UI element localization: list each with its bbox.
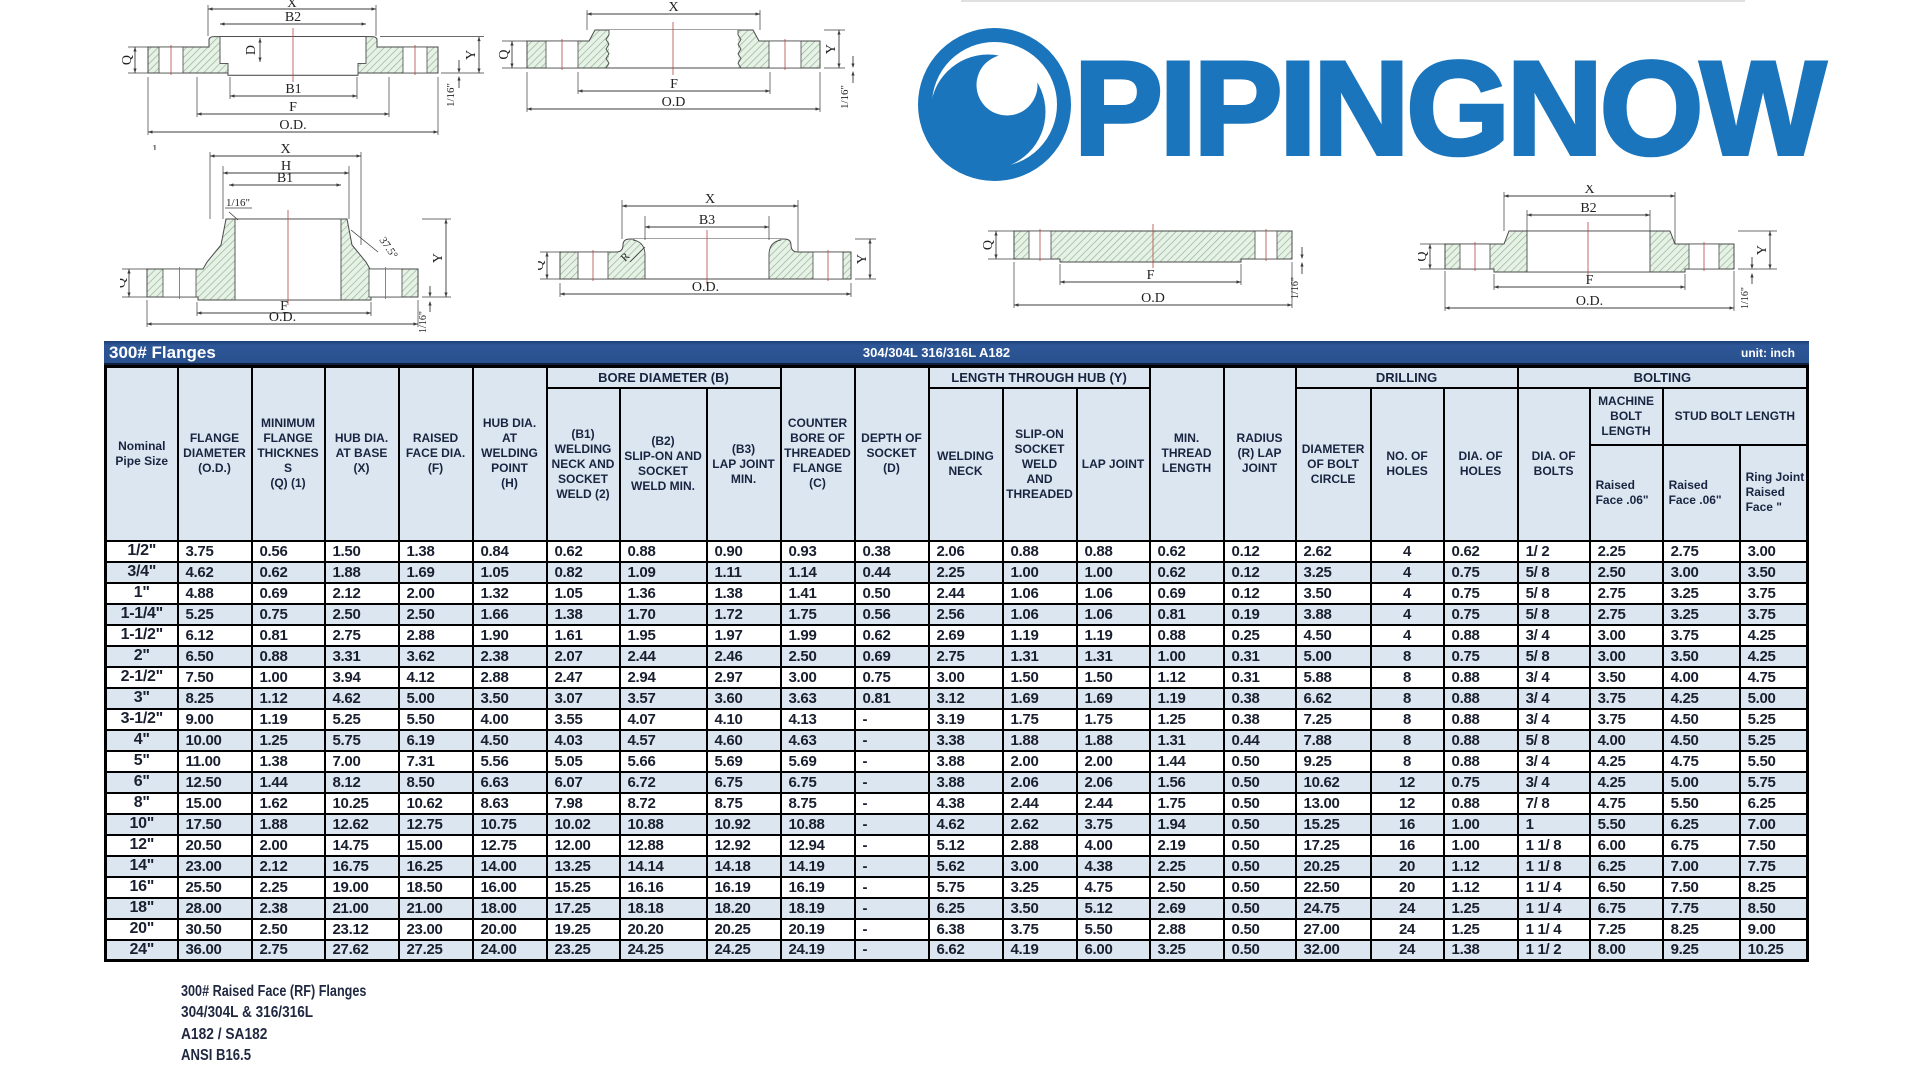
svg-text:D: D — [244, 45, 259, 55]
svg-text:Q: Q — [1418, 251, 1430, 261]
svg-text:1/16": 1/16" — [418, 311, 429, 333]
svg-text:1/16": 1/16" — [839, 85, 851, 109]
svg-text:O.D.: O.D. — [279, 118, 306, 133]
svg-text:O.D: O.D — [1141, 291, 1165, 306]
svg-text:X: X — [280, 142, 290, 157]
svg-text:37.5°: 37.5° — [377, 235, 400, 261]
svg-text:1/16": 1/16" — [1290, 277, 1301, 299]
svg-text:B1: B1 — [277, 171, 293, 186]
svg-text:X: X — [287, 0, 297, 10]
svg-text:B2: B2 — [285, 10, 301, 25]
svg-text:Y: Y — [855, 254, 870, 264]
svg-text:F: F — [1586, 273, 1594, 288]
svg-text:B2: B2 — [1580, 201, 1596, 216]
svg-text:X: X — [705, 192, 715, 207]
svg-text:1: 1 — [152, 143, 158, 150]
svg-text:Q: Q — [538, 260, 547, 270]
svg-text:1/16": 1/16" — [445, 83, 457, 107]
svg-text:Q: Q — [981, 240, 996, 250]
svg-text:F: F — [289, 100, 297, 115]
svg-text:Q: Q — [120, 55, 135, 65]
svg-text:Y: Y — [1755, 245, 1770, 255]
svg-text:F: F — [670, 77, 678, 92]
svg-text:O.D.: O.D. — [1576, 294, 1603, 309]
svg-text:X: X — [668, 0, 678, 15]
svg-text:Y: Y — [824, 44, 839, 54]
svg-text:1/16": 1/16" — [1740, 287, 1751, 309]
svg-text:Q: Q — [497, 49, 512, 59]
svg-text:X: X — [1584, 185, 1594, 197]
svg-text:Y: Y — [431, 253, 446, 263]
svg-text:B3: B3 — [699, 213, 715, 228]
svg-text:F: F — [1147, 268, 1155, 283]
svg-text:F: F — [280, 299, 288, 314]
svg-text:1/16": 1/16" — [226, 197, 250, 209]
svg-text:Y: Y — [464, 50, 479, 60]
svg-text:B1: B1 — [285, 82, 301, 97]
svg-text:O.D.: O.D. — [269, 310, 296, 325]
svg-text:H: H — [281, 159, 291, 174]
svg-text:O.D.: O.D. — [692, 280, 719, 295]
svg-text:Q: Q — [120, 278, 129, 288]
svg-text:O.D: O.D — [662, 95, 686, 110]
